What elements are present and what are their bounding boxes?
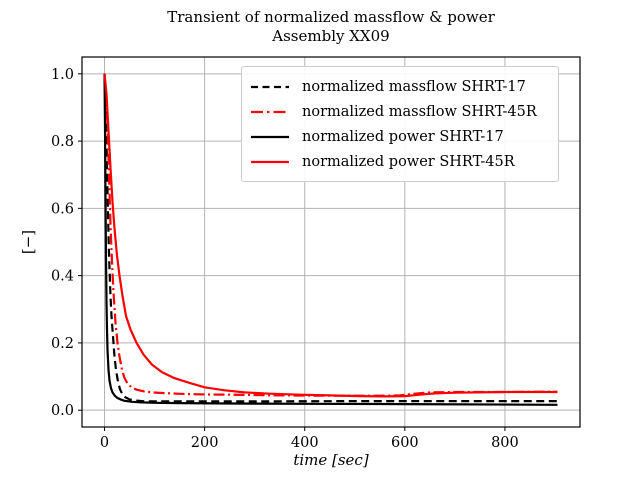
legend: normalized massflow SHRT-17 normalized ma… [241, 66, 559, 182]
y-tick-label: 0.4 [51, 269, 74, 285]
legend-item: normalized massflow SHRT-17 [251, 74, 548, 99]
legend-sample-line [251, 135, 289, 138]
x-tick-label: 600 [391, 435, 419, 451]
legend-item: normalized massflow SHRT-45R [251, 99, 548, 124]
series-line-0 [103, 73, 558, 403]
y-tick-label: 0.0 [51, 403, 74, 419]
series-line-2 [103, 73, 558, 406]
legend-item-label: normalized power SHRT-45R [302, 153, 515, 170]
legend-item-label: normalized massflow SHRT-45R [302, 103, 537, 120]
legend-item-label: normalized massflow SHRT-17 [302, 78, 526, 95]
x-axis-label: time [sec] [293, 451, 369, 469]
legend-sample-line [251, 85, 289, 88]
axes-spines [81, 56, 581, 428]
chart-subtitle: Assembly XX09 [272, 27, 390, 45]
y-tick-label: 0.8 [51, 134, 74, 150]
y-tick-label: 1.0 [51, 67, 74, 83]
series-line-3 [103, 73, 558, 398]
legend-item: normalized power SHRT-45R [251, 149, 548, 174]
chart-title: Transient of normalized massflow & power [167, 8, 495, 26]
chart-title-block: Transient of normalized massflow & power… [82, 8, 580, 46]
legend-item-label: normalized power SHRT-17 [302, 128, 504, 145]
legend-sample-line [251, 110, 289, 113]
x-tick-label: 400 [291, 435, 319, 451]
legend-item: normalized power SHRT-17 [251, 124, 548, 149]
legend-sample-line [251, 160, 289, 163]
x-tick-label: 0 [100, 435, 109, 451]
x-tick-label: 800 [491, 435, 519, 451]
y-tick-label: 0.6 [51, 201, 74, 217]
x-tick-label: 200 [191, 435, 219, 451]
y-tick-label: 0.2 [51, 336, 74, 352]
